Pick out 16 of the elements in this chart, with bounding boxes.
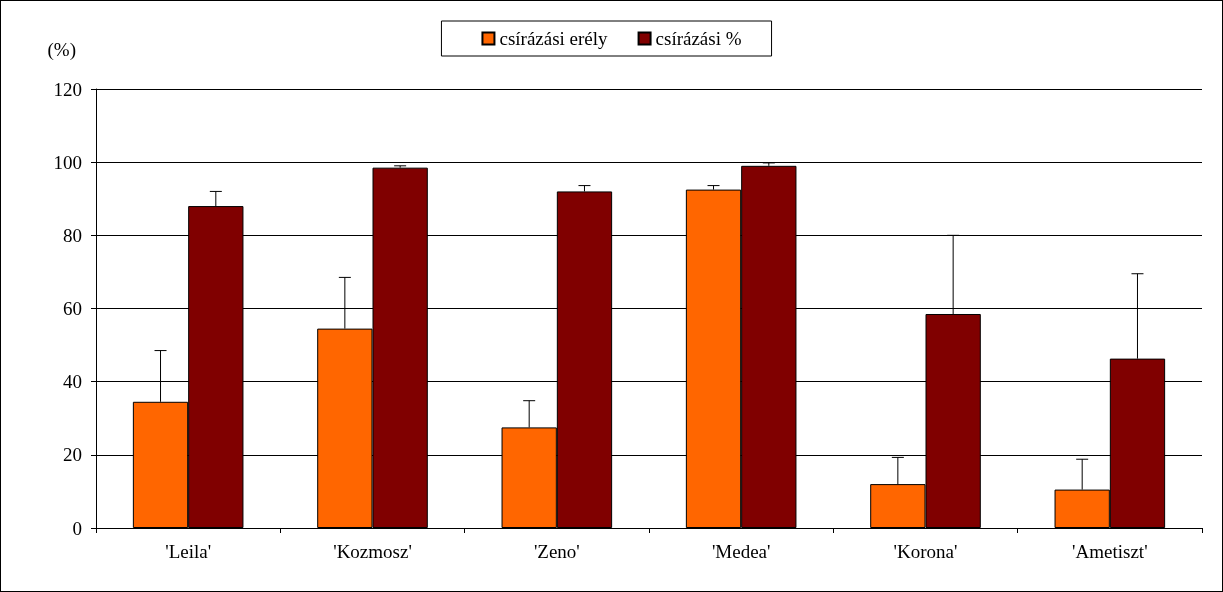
- y-tick-label: 0: [72, 517, 82, 539]
- y-tick-label: 120: [53, 78, 82, 100]
- x-tick-label: 'Korona': [893, 541, 958, 562]
- legend-label: csírázási %: [655, 28, 742, 49]
- y-tick-label: 100: [53, 151, 82, 173]
- y-tick-label: 80: [63, 224, 82, 246]
- y-tick-label: 40: [63, 371, 82, 393]
- x-tick-label: 'Ametiszt': [1072, 541, 1148, 562]
- legend-label: csírázási erély: [499, 28, 609, 49]
- y-tick-label: 60: [63, 298, 82, 319]
- x-tick-label: 'Zeno': [533, 541, 580, 562]
- x-tick-label: 'Leila': [165, 541, 212, 562]
- y-tick-label: 20: [63, 444, 82, 466]
- x-tick-label: 'Medea': [711, 541, 771, 562]
- x-tick-label: 'Kozmosz': [333, 541, 412, 562]
- y-axis-title: (%): [47, 39, 76, 61]
